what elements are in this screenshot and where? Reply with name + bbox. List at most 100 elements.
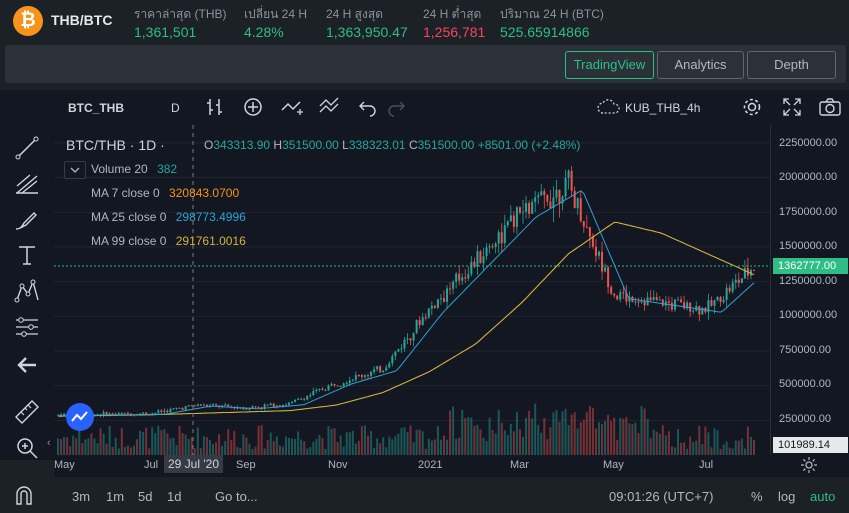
pattern-tool-icon[interactable] [12,276,42,309]
undo-icon[interactable] [358,97,378,120]
volume-bar [269,432,272,455]
clock-timezone[interactable]: 09:01:26 (UTC+7) [609,489,714,504]
fullscreen-icon[interactable] [781,96,803,121]
candle-body [102,412,105,416]
range-5d-button[interactable]: 5d [138,489,153,504]
price-tick: 1500000.00 [779,240,838,252]
volume-bar [597,422,600,455]
text-tool-icon[interactable] [12,240,42,273]
candle-body [175,407,178,409]
volume-bar [625,417,628,455]
axis-settings-icon[interactable] [800,456,818,477]
auto-scale-button[interactable]: auto [810,489,836,504]
percent-scale-button[interactable]: % [751,489,763,504]
tab-tradingview[interactable]: TradingView [565,51,654,79]
price-tick: 750000.00 [779,344,831,356]
time-tick: May [603,459,624,471]
camera-icon[interactable] [818,96,842,121]
collapse-toolbar-icon[interactable]: ‹ [47,437,51,449]
volume-bar [63,437,66,455]
prediction-tool-icon[interactable] [12,312,42,345]
ma25-value: 298773.4996 [175,210,246,224]
range-1d-button[interactable]: 1d [167,489,182,504]
interval-button[interactable]: D [171,101,180,115]
candle-body [388,363,391,368]
magnet-icon[interactable] [12,484,36,511]
range-1m-button[interactable]: 1m [106,489,125,504]
candle-body [333,383,336,386]
candle-body [643,301,646,306]
compare-icon[interactable] [318,96,344,121]
volume-bar [187,438,190,455]
volume-bar [415,429,418,455]
indicators-icon[interactable] [280,96,304,121]
candle-body [315,389,318,392]
redo-icon[interactable] [386,97,406,120]
candle-body [367,375,370,377]
candle-body [351,379,354,381]
candle-body [518,207,521,213]
volume-bar [546,439,549,455]
trend-line-icon[interactable] [12,133,42,166]
volume-bar [579,422,582,455]
candle-body [57,414,59,416]
zoom-in-icon[interactable] [12,433,42,466]
volume-bar [531,418,534,455]
volume-bar [594,428,597,455]
volume-bar [251,448,254,455]
range-3m-button[interactable]: 3m [72,489,91,504]
candle-body [661,299,664,306]
volume-bar [430,440,433,455]
legend-collapse-button[interactable] [64,161,86,179]
candle-body [190,405,193,407]
price-chart[interactable] [54,125,770,455]
tab-depth[interactable]: Depth [747,51,836,79]
volume-bar [707,432,710,455]
volume-bar [652,429,655,455]
time-axis[interactable]: May Jul Sep Nov 2021 Mar May Jul 29 Jul … [54,455,849,477]
volume-bar [464,418,467,455]
ma99-value: 291761.0016 [175,234,246,248]
chart-canvas[interactable] [54,125,770,455]
candle-body [707,300,710,313]
price-tick: 250000.00 [779,413,831,425]
volume-bar [409,425,412,455]
bar-style-icon[interactable] [205,96,225,121]
layout-name[interactable]: KUB_THB_4h [625,101,701,115]
tradingview-logo-icon[interactable] [66,403,94,431]
goto-button[interactable]: Go to... [215,489,258,504]
add-indicator-icon[interactable] [242,96,264,121]
log-scale-button[interactable]: log [778,489,796,504]
candle-body [546,195,549,202]
symbol-search-button[interactable]: BTC_THB [68,101,124,115]
volume-bar [525,417,528,455]
candle-body [251,406,254,409]
ruler-icon[interactable] [12,397,42,430]
candle-body [585,226,588,228]
candle-body [555,189,558,198]
arrow-left-icon[interactable] [12,350,42,383]
candle-body [193,405,196,407]
price-axis[interactable]: 2250000.00 2000000.00 1750000.00 1500000… [770,125,849,455]
volume-bar [60,439,63,455]
candle-body [157,410,160,413]
settings-gear-icon[interactable] [741,96,763,121]
tab-analytics[interactable]: Analytics [657,51,744,79]
candle-body [360,375,363,377]
candle-body [601,251,604,272]
volume-bar [591,407,594,455]
volume-bar [461,409,464,455]
cloud-icon[interactable] [596,97,622,120]
volume-bar [102,433,105,455]
brush-icon[interactable] [12,205,42,238]
volume-bar [655,431,658,455]
stat-label: เปลี่ยน 24 H [244,7,307,21]
candle-body [497,232,500,244]
candle-body [667,301,670,303]
time-tick: May [54,459,75,471]
volume-bar [564,408,567,455]
fib-tool-icon[interactable] [12,168,42,201]
volume-bar [90,433,93,455]
volume-bar [178,425,181,455]
candle-body [354,375,357,380]
